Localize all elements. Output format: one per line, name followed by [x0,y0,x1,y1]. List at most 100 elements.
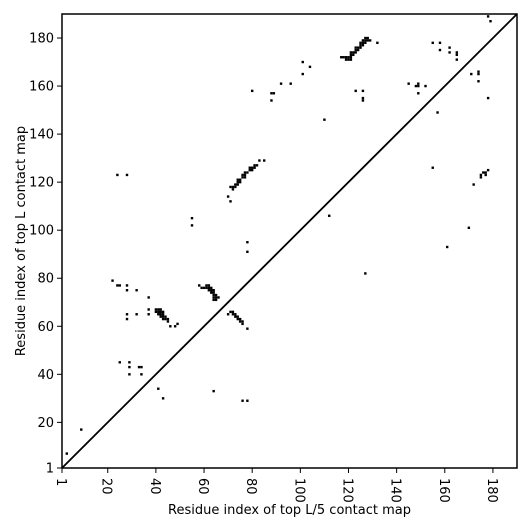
x-axis-label: Residue index of top L/5 contact map [168,503,411,518]
contact-cell [484,173,487,177]
contact-cell [482,171,485,174]
contact-cell [368,39,372,42]
contact-cell [241,322,244,326]
contact-cell [479,176,483,179]
contact-cell [477,80,480,83]
x-tick-label: 160 [436,478,451,503]
contact-cell [125,317,129,321]
contact-cell [118,361,121,364]
contact-cell [438,48,442,52]
contact-cell [111,279,114,282]
contact-cell [229,200,232,203]
contact-cell [241,399,244,402]
contact-cell [323,118,326,121]
contact-cell [359,41,362,45]
y-tick-label: 160 [29,80,54,95]
x-tick-label: 1 [53,478,68,486]
contact-cell [376,41,379,45]
contact-cell [212,293,215,297]
contact-cell [486,15,490,18]
contact-cell [258,159,261,162]
contact-cell [364,39,367,42]
contact-cell [349,51,353,54]
contact-cell [128,373,131,376]
contact-cell [253,164,256,167]
contact-cell [255,164,259,167]
y-tick-label: 140 [29,128,54,143]
contact-cell [200,286,203,290]
contact-cell [417,92,420,95]
contact-cell [250,168,254,172]
contact-cell [477,72,480,76]
contact-cell [159,308,162,311]
contact-marks [65,15,492,455]
contact-cell [354,89,357,93]
contact-cell [445,245,449,249]
contact-cell [486,168,490,172]
contact-cell [212,296,215,299]
x-tick-label: 80 [243,478,258,495]
contact-cell [352,51,355,54]
contact-cell [234,183,237,186]
contact-cell [431,166,434,169]
contact-cell [212,389,215,393]
contact-cell [241,320,244,323]
contact-cell [238,320,242,323]
contact-cell [248,168,251,172]
contact-cell [190,216,194,220]
contact-cell [229,310,232,314]
contact-cell [128,361,131,364]
contact-cell [352,53,355,57]
contact-cell [356,46,360,49]
contact-cell [207,289,211,292]
contact-cell [157,308,160,311]
contact-cell [128,365,131,369]
contact-cell [80,428,83,431]
contact-cell [125,173,129,177]
diagonal-line [61,13,518,469]
contact-cell [484,171,487,174]
contact-cell [344,56,348,59]
contact-cell [236,183,239,186]
contact-cell [159,313,162,316]
contact-cell [263,159,266,162]
contact-cell [364,41,367,45]
contact-cell [407,82,410,85]
contact-cell [477,70,480,73]
contact-cell [246,327,249,330]
contact-cell [472,183,475,186]
contact-cell [212,298,215,302]
contact-cell [135,313,138,316]
contact-cell [349,58,353,61]
contact-cell [361,44,365,47]
contact-cell [250,89,254,93]
contact-cell [205,284,208,287]
contact-cell [234,315,237,318]
contact-cell [354,51,357,54]
contact-cell [157,313,160,316]
contact-cell [147,308,150,311]
contact-cell [214,298,218,302]
contact-cell [272,92,276,95]
x-tick-label: 100 [291,478,306,503]
contact-cell [226,195,230,198]
contact-cell [347,56,350,59]
contact-cell [212,291,215,294]
contact-cell [414,84,418,88]
contact-cell [159,315,162,318]
contact-cell [161,313,165,316]
contact-cell [231,310,235,314]
x-tick-label: 40 [147,478,162,495]
contact-cell [486,96,490,100]
contact-cell [246,171,249,174]
y-tick-label: 100 [29,224,54,239]
contact-cell [157,387,160,390]
contact-cell [349,56,353,59]
contact-cell [455,51,459,54]
contact-cell [161,317,165,321]
contact-cell [166,317,170,321]
contact-cell [270,99,273,102]
contact-cell [467,226,471,229]
